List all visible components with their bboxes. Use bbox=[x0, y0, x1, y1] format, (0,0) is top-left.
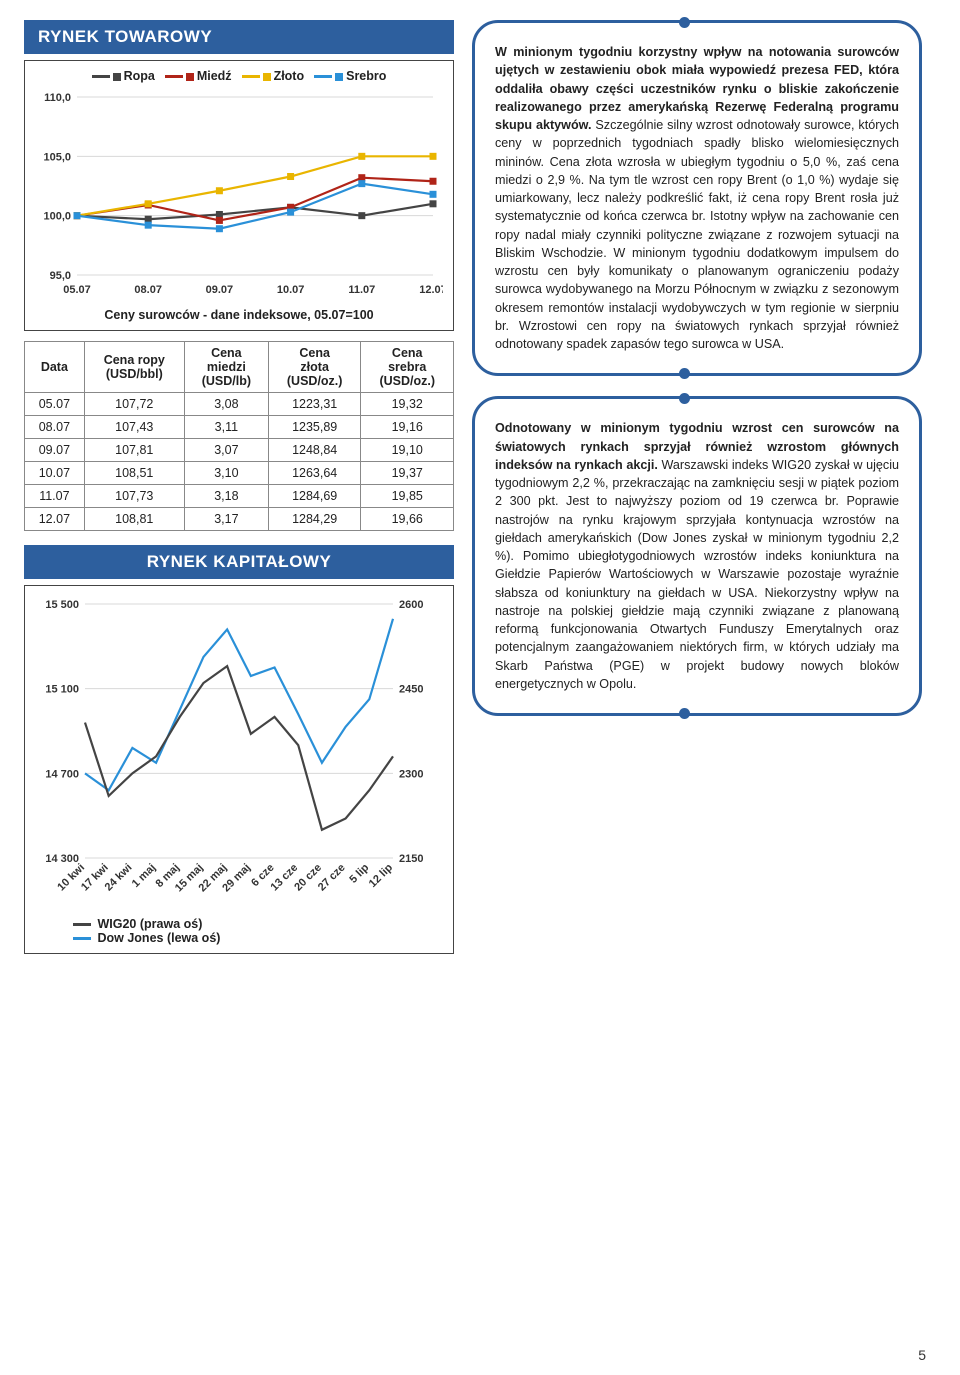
svg-text:12.07: 12.07 bbox=[419, 284, 443, 296]
table-row: 09.07107,813,071248,8419,10 bbox=[25, 439, 454, 462]
svg-text:05.07: 05.07 bbox=[63, 284, 91, 296]
commodity-chart-svg: 95,0 100,0 105,0 110,0 05.07 08.07 09.07 10.07 1… bbox=[33, 89, 443, 299]
svg-text:15 100: 15 100 bbox=[45, 684, 79, 696]
commodity-legend: RopaMiedźZłotoSrebro bbox=[33, 69, 445, 83]
svg-text:14 700: 14 700 bbox=[45, 768, 79, 780]
svg-text:08.07: 08.07 bbox=[134, 284, 162, 296]
svg-text:2150: 2150 bbox=[399, 853, 423, 865]
svg-text:100,0: 100,0 bbox=[43, 211, 71, 223]
capital-chart: 14 300 14 700 15 100 15 500 2150 2300 2450 2600… bbox=[24, 585, 454, 954]
svg-text:2300: 2300 bbox=[399, 768, 423, 780]
svg-text:09.07: 09.07 bbox=[206, 284, 234, 296]
svg-text:15 500: 15 500 bbox=[45, 599, 79, 611]
svg-text:110,0: 110,0 bbox=[44, 92, 71, 104]
commodity-chart: RopaMiedźZłotoSrebro 95,0 100,0 105,0 110,0… bbox=[24, 60, 454, 331]
commodity-header: RYNEK TOWAROWY bbox=[24, 20, 454, 54]
capital-header: RYNEK KAPITAŁOWY bbox=[24, 545, 454, 579]
svg-text:10.07: 10.07 bbox=[277, 284, 305, 296]
table-row: 10.07108,513,101263,6419,37 bbox=[25, 462, 454, 485]
table-header: Cenasrebra(USD/oz.) bbox=[361, 342, 454, 393]
table-header: Data bbox=[25, 342, 85, 393]
commodity-commentary: W minionym tygodniu korzystny wpływ na n… bbox=[472, 20, 922, 376]
page-number: 5 bbox=[918, 1347, 926, 1363]
capital-commentary: Odnotowany w minionym tygodniu wzrost ce… bbox=[472, 396, 922, 716]
svg-text:2450: 2450 bbox=[399, 684, 423, 696]
svg-text:14 300: 14 300 bbox=[45, 853, 79, 865]
commodity-chart-caption: Ceny surowców - dane indeksowe, 05.07=10… bbox=[33, 308, 445, 322]
svg-text:11.07: 11.07 bbox=[348, 284, 375, 296]
capital-chart-svg: 14 300 14 700 15 100 15 500 2150 2300 2450 2600… bbox=[33, 594, 443, 914]
table-header: Cenazłota(USD/oz.) bbox=[268, 342, 361, 393]
table-header: Cena ropy(USD/bbl) bbox=[84, 342, 184, 393]
table-row: 12.07108,813,171284,2919,66 bbox=[25, 508, 454, 531]
svg-text:12 lip: 12 lip bbox=[367, 861, 396, 890]
svg-text:27 cze: 27 cze bbox=[316, 862, 348, 894]
commodity-table: DataCena ropy(USD/bbl)Cenamiedzi(USD/lb)… bbox=[24, 341, 454, 531]
table-row: 08.07107,433,111235,8919,16 bbox=[25, 416, 454, 439]
table-row: 05.07107,723,081223,3119,32 bbox=[25, 393, 454, 416]
svg-text:1 maj: 1 maj bbox=[130, 862, 158, 890]
svg-text:105,0: 105,0 bbox=[43, 151, 71, 163]
table-row: 11.07107,733,181284,6919,85 bbox=[25, 485, 454, 508]
table-header: Cenamiedzi(USD/lb) bbox=[184, 342, 268, 393]
svg-text:95,0: 95,0 bbox=[50, 270, 71, 282]
svg-text:24 kwi: 24 kwi bbox=[103, 862, 135, 894]
svg-text:2600: 2600 bbox=[399, 599, 423, 611]
capital-legend: WIG20 (prawa oś) Dow Jones (lewa oś) bbox=[33, 917, 445, 945]
